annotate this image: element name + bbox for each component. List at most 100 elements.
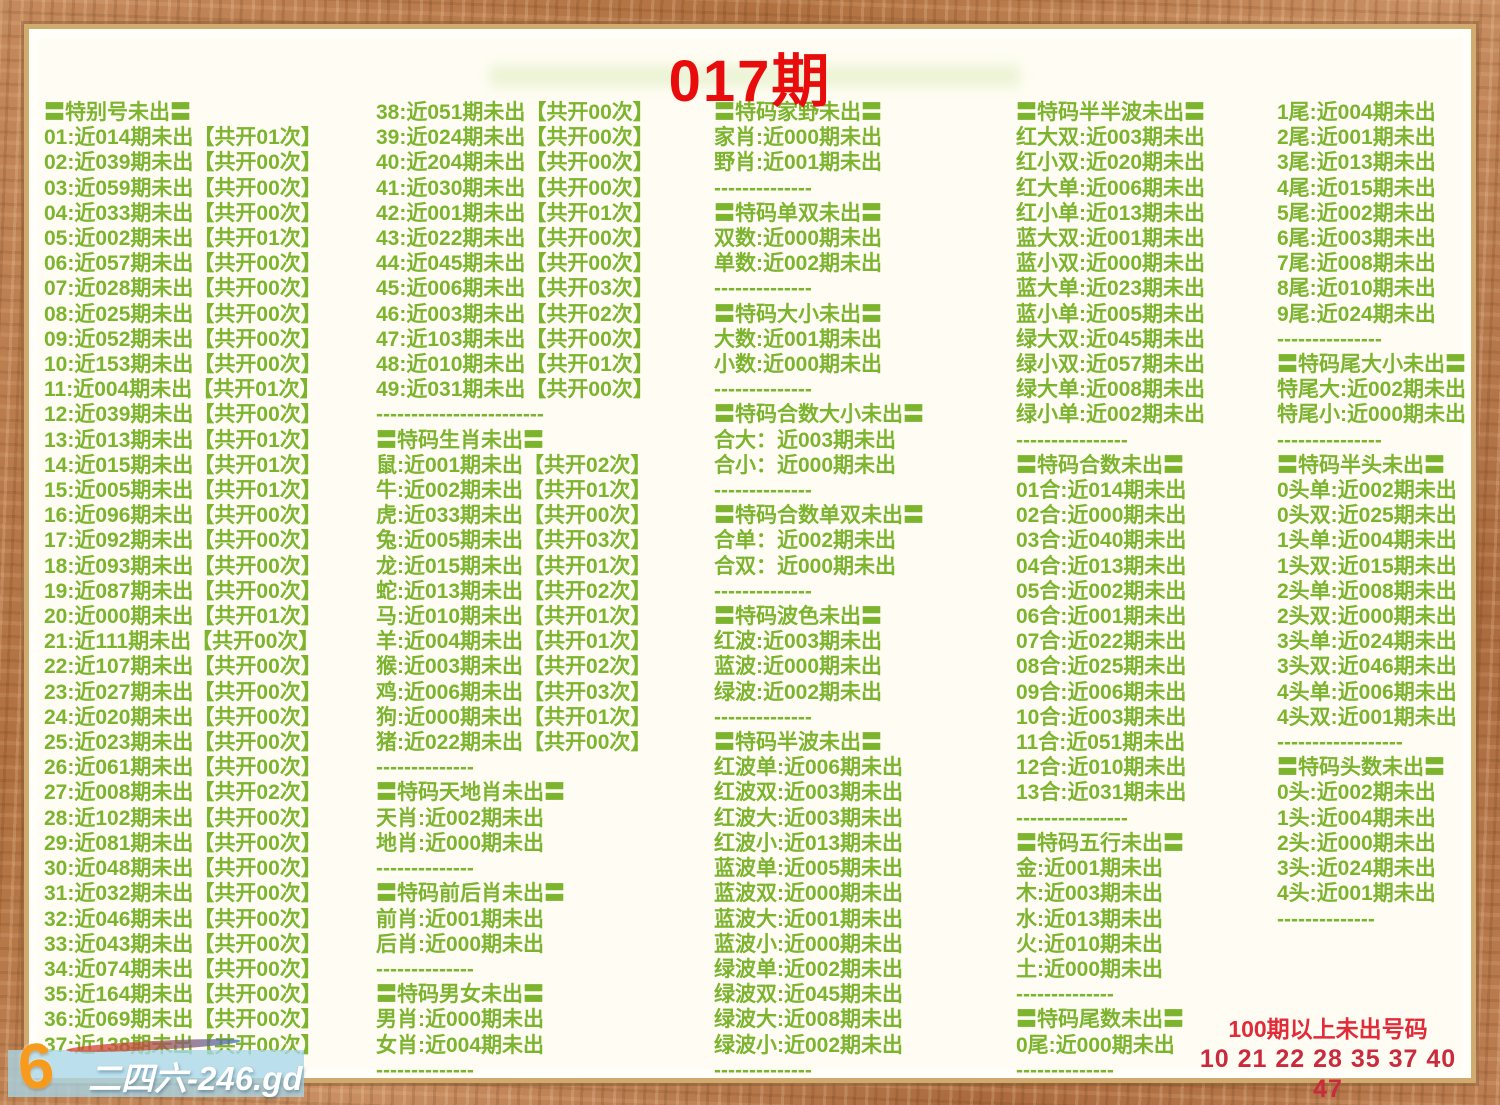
stat-line: 44:近045期未出【共开00次】: [376, 252, 654, 276]
stat-line: 41:近030期未出【共开00次】: [376, 176, 654, 200]
section-header: 〓特别号未出〓: [44, 101, 191, 124]
stat-line: 马:近010期未出【共开01次】: [376, 605, 652, 629]
section-header: 〓特码头数未出〓: [1277, 756, 1445, 780]
stat-line: 红小单:近013期未出: [1016, 201, 1206, 225]
section-header: 〓特码生肖未出〓: [376, 428, 544, 452]
separator-line: --------------: [1016, 1058, 1114, 1082]
stat-line: 32:近046期未出【共开00次】: [44, 907, 322, 931]
stat-line: 45:近006期未出【共开03次】: [376, 277, 654, 301]
stat-line: 22:近107期未出【共开00次】: [44, 655, 322, 679]
separator-line: ----------------: [1016, 806, 1128, 830]
stat-line: 36:近069期未出【共开00次】: [44, 1008, 322, 1032]
stat-line: 3尾:近013期未出: [1277, 151, 1436, 175]
stat-line: 兔:近005期未出【共开03次】: [376, 529, 652, 553]
section-header: 〓特码合数未出〓: [1016, 453, 1184, 477]
stat-line: 大数:近001期未出: [714, 327, 883, 351]
stat-line: 绿大双:近045期未出: [1016, 327, 1206, 351]
section-header: 〓特码单双未出〓: [714, 201, 882, 225]
stat-line: 40:近204期未出【共开00次】: [376, 151, 654, 175]
stat-line: 1头单:近004期未出: [1277, 529, 1457, 553]
section-header: 〓特码合数单双未出〓: [714, 504, 924, 528]
stat-line: 红小双:近020期未出: [1016, 151, 1206, 175]
separator-line: --------------: [1277, 907, 1375, 931]
stat-line: 8尾:近010期未出: [1277, 277, 1436, 301]
stat-line: 2头双:近000期未出: [1277, 605, 1457, 629]
stat-line: 红波单:近006期未出: [714, 756, 904, 780]
separator-line: --------------: [376, 1058, 474, 1082]
stat-line: 31:近032期未出【共开00次】: [44, 882, 322, 906]
stat-line: 1头双:近015期未出: [1277, 554, 1457, 578]
stat-line: 龙:近015期未出【共开01次】: [376, 554, 652, 578]
stat-line: 02合:近000期未出: [1016, 504, 1187, 528]
stat-line: 绿波大:近008期未出: [714, 1008, 904, 1032]
stat-line: 28:近102期未出【共开00次】: [44, 806, 322, 830]
stat-line: 蓝大双:近001期未出: [1016, 227, 1206, 251]
separator-line: ---------------: [1277, 327, 1382, 351]
stat-line: 绿小双:近057期未出: [1016, 353, 1206, 377]
stat-line: 12合:近010期未出: [1016, 756, 1187, 780]
separator-line: --------------: [714, 378, 812, 402]
stat-line: 红波小:近013期未出: [714, 831, 904, 855]
stat-line: 43:近022期未出【共开00次】: [376, 227, 654, 251]
stat-line: 家肖:近000期未出: [714, 126, 883, 150]
separator-line: --------------: [714, 479, 812, 503]
stat-line: 绿波小:近002期未出: [714, 1033, 904, 1057]
section-header: 〓特码五行未出〓: [1016, 831, 1184, 855]
watermark-six-logo: 6: [14, 1028, 58, 1104]
stat-line: 蓝波大:近001期未出: [714, 907, 904, 931]
stat-line: 5尾:近002期未出: [1277, 201, 1436, 225]
stat-line: 1头:近004期未出: [1277, 806, 1436, 830]
stat-line: 04合:近013期未出: [1016, 554, 1187, 578]
section-header: 〓特码家野未出〓: [714, 101, 882, 124]
stat-line: 单数:近002期未出: [714, 252, 883, 276]
separator-line: --------------: [376, 857, 474, 881]
stat-line: 红大双:近003期未出: [1016, 126, 1206, 150]
stat-line: 3头单:近024期未出: [1277, 630, 1457, 654]
separator-line: --------------: [714, 1058, 812, 1082]
stat-line: 绿波:近002期未出: [714, 680, 883, 704]
stat-line: 19:近087期未出【共开00次】: [44, 579, 322, 603]
stat-line: 05:近002期未出【共开01次】: [44, 227, 322, 251]
stat-line: 16:近096期未出【共开00次】: [44, 504, 322, 528]
stat-line: 10合:近003期未出: [1016, 705, 1187, 729]
stat-line: 4头双:近001期未出: [1277, 705, 1457, 729]
stat-line: 15:近005期未出【共开01次】: [44, 479, 322, 503]
stat-line: 1尾:近004期未出: [1277, 101, 1436, 124]
stat-line: 03:近059期未出【共开00次】: [44, 176, 322, 200]
stat-line: 6尾:近003期未出: [1277, 227, 1436, 251]
stat-line: 3头双:近046期未出: [1277, 655, 1457, 679]
stat-line: 09:近052期未出【共开00次】: [44, 327, 322, 351]
stat-line: 01合:近014期未出: [1016, 479, 1187, 503]
stat-line: 蛇:近013期未出【共开02次】: [376, 579, 652, 603]
page-title: 017期: [668, 49, 832, 114]
stat-line: 红大单:近006期未出: [1016, 176, 1206, 200]
title-highlight-smear: [490, 66, 1020, 86]
stat-line: 4尾:近015期未出: [1277, 176, 1436, 200]
stat-line: 21:近111期未出【共开00次】: [44, 630, 320, 654]
stat-line: 0头单:近002期未出: [1277, 479, 1457, 503]
stat-line: 27:近008期未出【共开02次】: [44, 781, 322, 805]
stat-line: 合小：近000期未出: [714, 453, 897, 477]
overdue-alert-numbers: 10 21 22 28 35 37 40 47: [1199, 1045, 1457, 1103]
stat-line: 合大：近003期未出: [714, 428, 897, 452]
stat-line: 08:近025期未出【共开00次】: [44, 302, 322, 326]
stat-line: 绿大单:近008期未出: [1016, 378, 1206, 402]
separator-line: --------------: [376, 756, 474, 780]
stat-line: 前肖:近001期未出: [376, 907, 545, 931]
stat-line: 4头单:近006期未出: [1277, 680, 1457, 704]
stat-line: 蓝波:近000期未出: [714, 655, 883, 679]
stat-line: 49:近031期未出【共开00次】: [376, 378, 654, 402]
stat-line: 蓝大单:近023期未出: [1016, 277, 1206, 301]
stat-line: 木:近003期未出: [1016, 882, 1164, 906]
separator-line: --------------: [376, 957, 474, 981]
stat-line: 双数:近000期未出: [714, 227, 883, 251]
stat-line: 38:近051期未出【共开00次】: [376, 101, 654, 124]
stat-line: 0头:近002期未出: [1277, 781, 1436, 805]
stat-line: 20:近000期未出【共开01次】: [44, 605, 322, 629]
separator-line: ------------------------: [376, 403, 544, 427]
section-header: 〓特码男女未出〓: [376, 983, 544, 1007]
stat-line: 绿小单:近002期未出: [1016, 403, 1206, 427]
stat-line: 土:近000期未出: [1016, 957, 1164, 981]
stat-line: 07:近028期未出【共开00次】: [44, 277, 322, 301]
stats-column-5: 1尾:近004期未出 2尾:近001期未出 3尾:近013期未出 4尾:近015期未出…: [1277, 100, 1466, 932]
